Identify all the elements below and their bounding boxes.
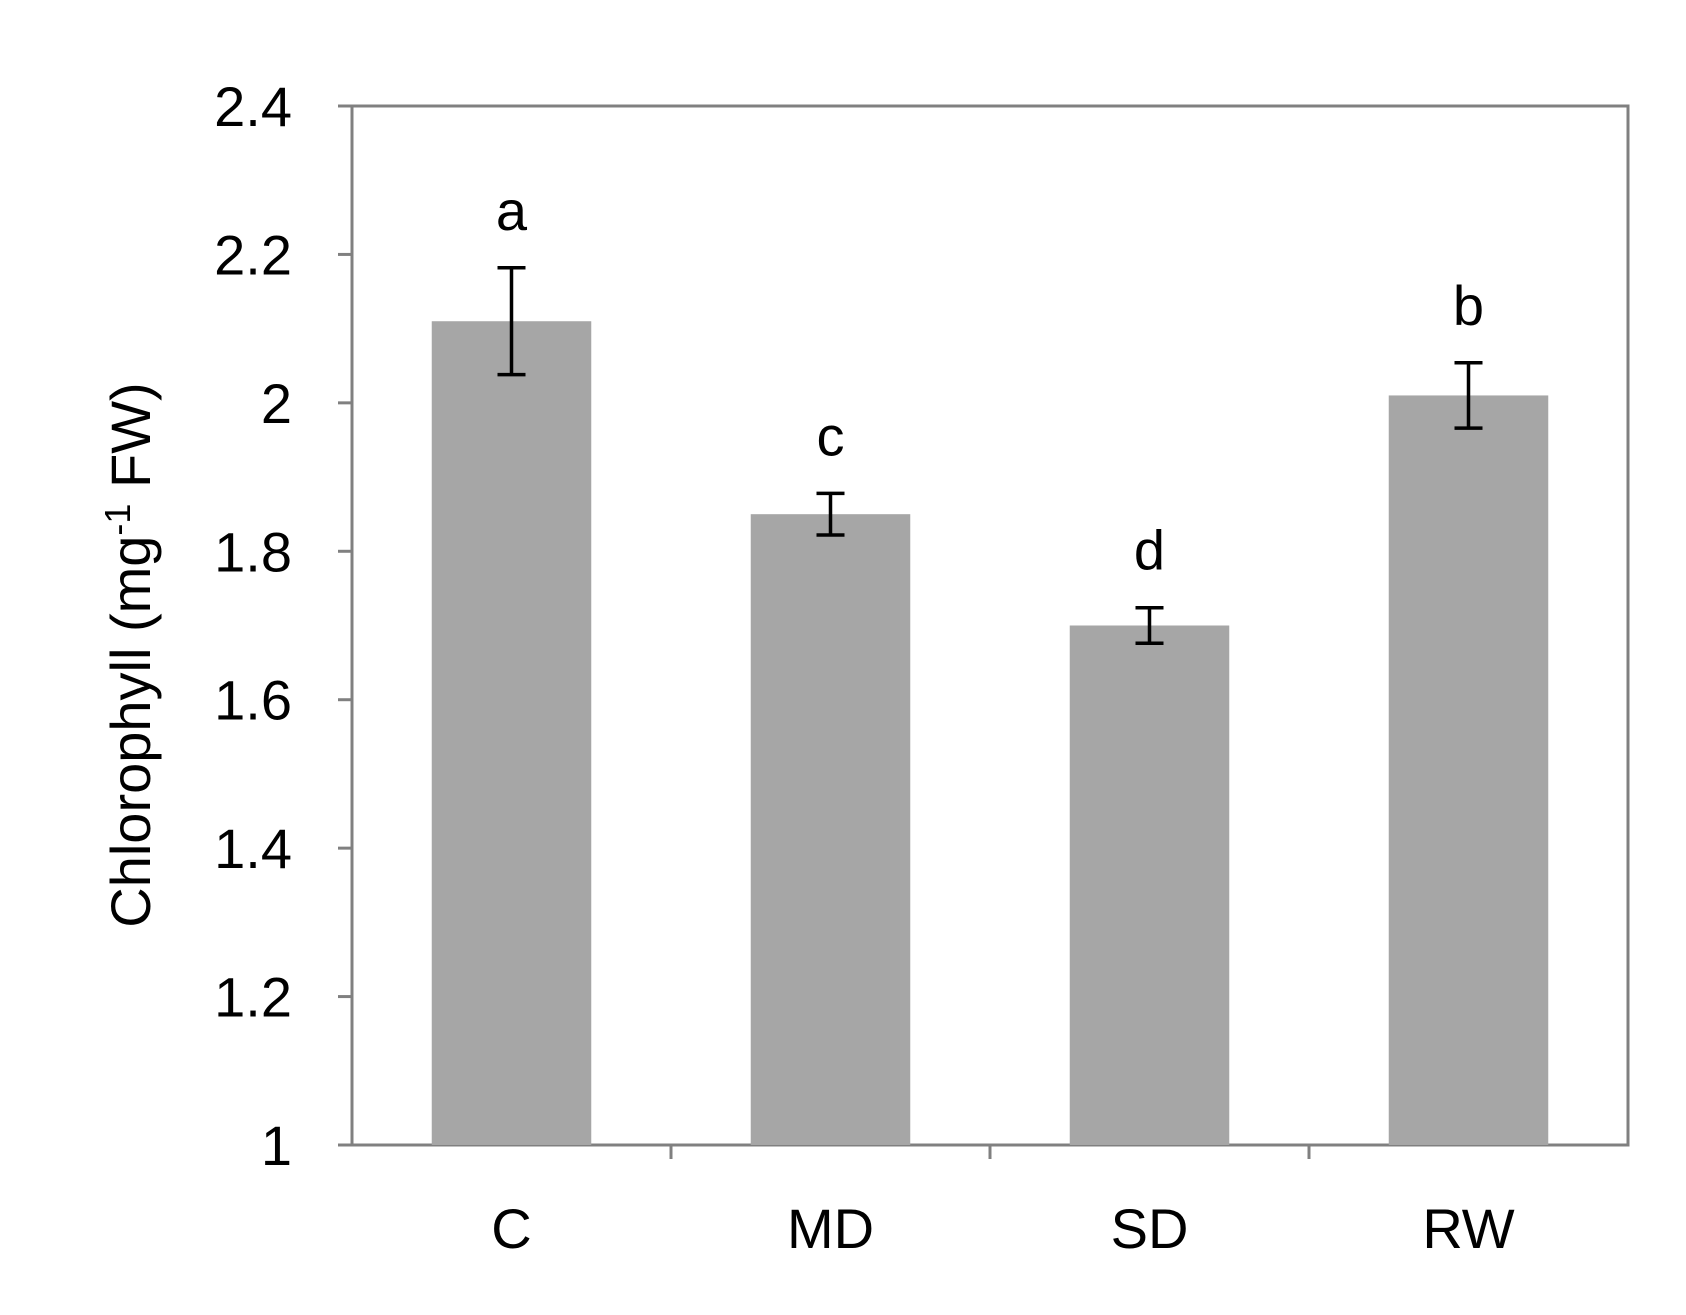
y-tick-label: 2 xyxy=(261,372,292,435)
bar-rw xyxy=(1388,395,1549,1146)
y-tick-labels: 1 1.2 1.4 1.6 1.8 2 2.2 2.4 xyxy=(214,75,292,1177)
significance-letter: c xyxy=(817,404,845,467)
significance-letter: d xyxy=(1134,519,1165,582)
x-tick-label: RW xyxy=(1422,1197,1514,1260)
bar-md xyxy=(750,514,911,1145)
x-tick-labels: C MD SD RW xyxy=(491,1197,1515,1260)
error-bar-sd xyxy=(1135,605,1164,646)
y-tick-label: 1.6 xyxy=(214,669,292,732)
y-axis-label: Chlorophyll (mg-1 FW) xyxy=(97,382,163,927)
error-bar-md xyxy=(816,491,845,537)
y-tick-label: 1.4 xyxy=(214,817,292,880)
bar-c xyxy=(431,321,592,1145)
error-bar-c xyxy=(497,266,526,377)
error-bars xyxy=(497,266,1483,646)
significance-letter: a xyxy=(496,179,528,242)
y-tick-label: 1.8 xyxy=(214,520,292,583)
y-tick-label: 1 xyxy=(261,1114,292,1177)
x-tick-label: C xyxy=(491,1197,531,1260)
significance-letter: b xyxy=(1453,274,1484,337)
significance-letters: a c d b xyxy=(496,179,1484,582)
y-tick-label: 2.2 xyxy=(214,223,292,286)
error-bar-rw xyxy=(1454,361,1483,430)
axes xyxy=(338,104,1630,1159)
x-tick-label: SD xyxy=(1111,1197,1189,1260)
y-axis-label-main: Chlorophyll (mg xyxy=(99,536,162,928)
x-tick-label: MD xyxy=(787,1197,874,1260)
bars xyxy=(431,321,1549,1146)
y-tick-label: 2.4 xyxy=(214,75,292,138)
y-tick-label: 1.2 xyxy=(214,966,292,1029)
bar-sd xyxy=(1069,625,1230,1145)
y-axis-label-unit: FW) xyxy=(99,382,162,503)
y-axis-label-superscript: -1 xyxy=(97,504,138,536)
